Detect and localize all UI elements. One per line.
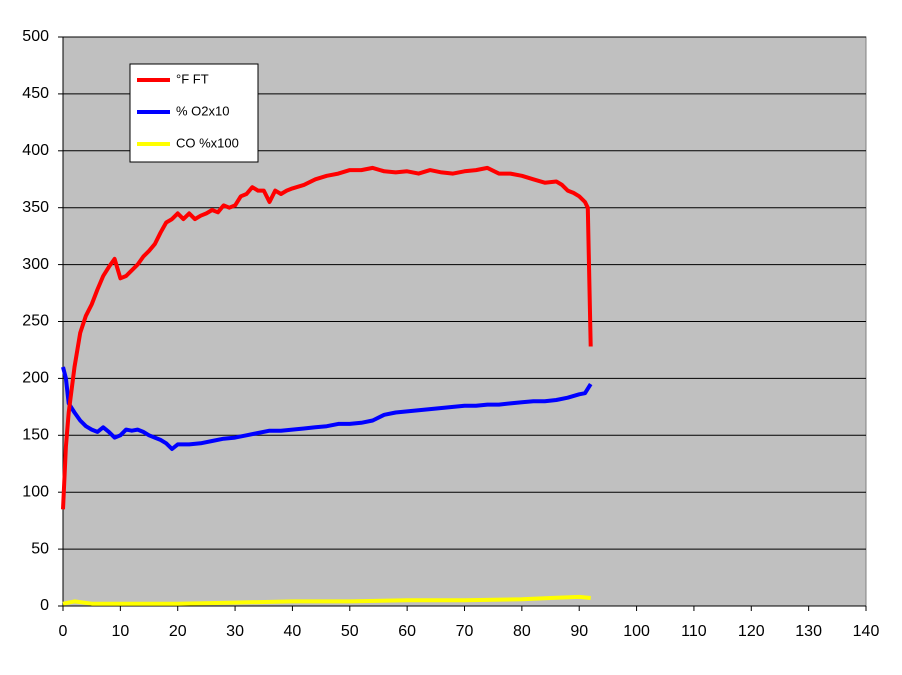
- x-tick-label: 40: [284, 623, 302, 640]
- x-tick-label: 140: [853, 623, 880, 640]
- y-tick-label: 400: [22, 142, 49, 159]
- y-tick-label: 150: [22, 427, 49, 444]
- x-tick-label: 90: [570, 623, 588, 640]
- legend-label: CO %x100: [176, 135, 239, 150]
- y-tick-label: 0: [40, 597, 49, 614]
- y-tick-label: 300: [22, 256, 49, 273]
- x-tick-label: 0: [59, 623, 68, 640]
- series-line: [61, 165, 593, 510]
- x-tick-label: 20: [169, 623, 187, 640]
- x-tick-label: 130: [795, 623, 822, 640]
- legend: °F FT % O2x10 CO %x100: [129, 63, 259, 163]
- legend-label: °F FT: [176, 71, 209, 86]
- x-tick-label: 120: [738, 623, 765, 640]
- y-tick-label: 350: [22, 199, 49, 216]
- x-tick-label: 50: [341, 623, 359, 640]
- x-tick-label: 80: [513, 623, 531, 640]
- x-tick-label: 70: [456, 623, 474, 640]
- x-tick-label: 110: [681, 623, 707, 640]
- series-line: [62, 594, 591, 606]
- legend-label: % O2x10: [176, 103, 229, 118]
- series-line: [61, 366, 593, 451]
- y-tick-label: 450: [22, 85, 49, 102]
- y-tick-label: 250: [22, 313, 49, 330]
- x-tick-label: 10: [111, 623, 129, 640]
- y-tick-label: 50: [31, 540, 49, 557]
- x-tick-label: 60: [398, 623, 416, 640]
- x-tick-label: 100: [623, 623, 650, 640]
- y-tick-label: 100: [22, 483, 49, 500]
- y-tick-label: 200: [22, 370, 49, 387]
- x-tick-label: 30: [226, 623, 244, 640]
- y-tick-label: 500: [22, 28, 49, 45]
